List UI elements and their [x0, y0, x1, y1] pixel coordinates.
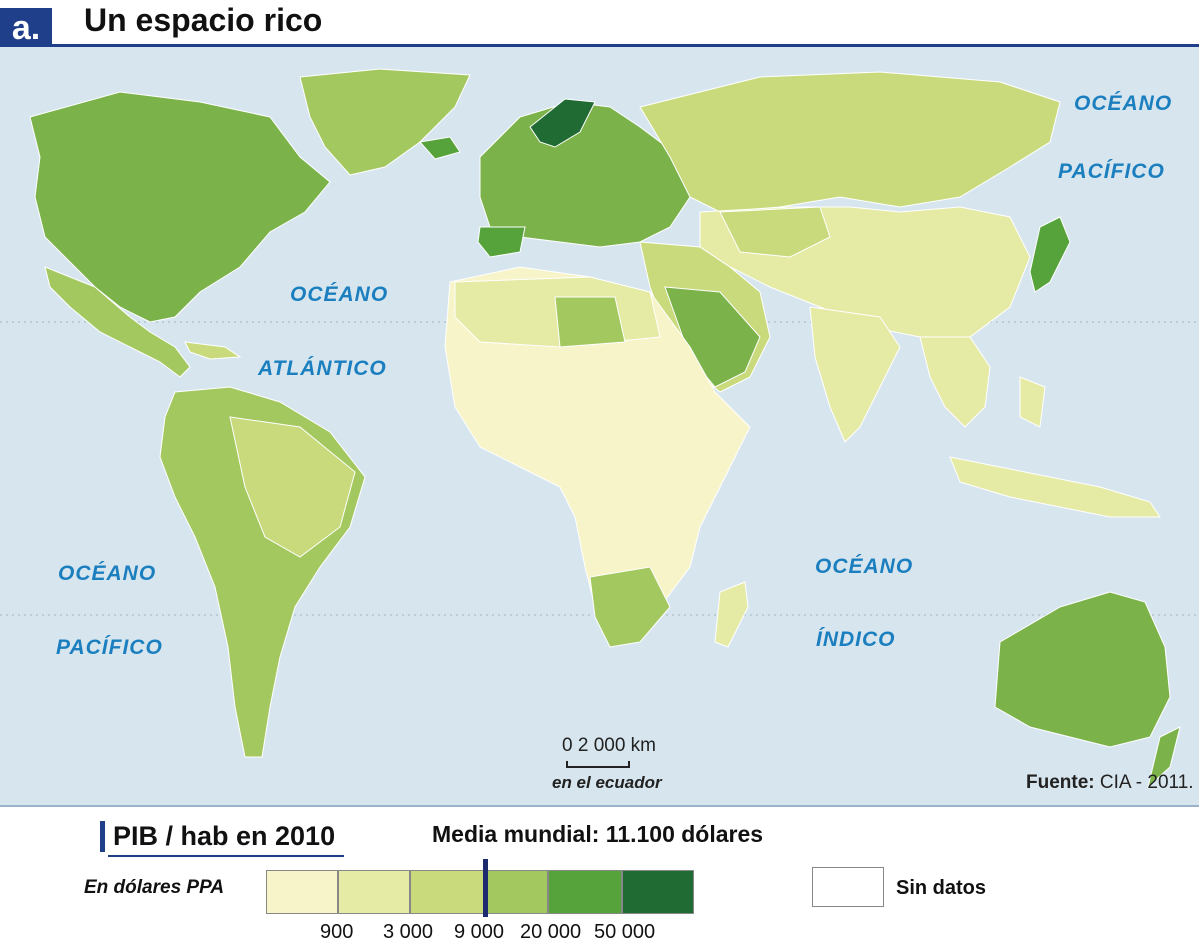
north-america — [29, 91, 331, 323]
source-value: CIA - 2011. — [1099, 772, 1194, 793]
scale-bar: 0 2 000 km en el ecuador — [548, 735, 688, 795]
caribbean — [184, 341, 242, 360]
legend: PIB / hab en 2010 Media mundial: 11.100 … — [0, 805, 1199, 945]
scale-note: en el ecuador — [552, 773, 662, 792]
ocean-label-pacific-sw: OCÉANO — [58, 562, 157, 585]
world-map — [0, 47, 1199, 805]
legend-swatch-4 — [484, 870, 548, 914]
japan — [1029, 216, 1071, 293]
ocean-label-atlantic-2: ATLÁNTICO — [258, 357, 387, 380]
scale-bar-line — [566, 761, 630, 768]
ocean-label-pacific-ne: OCÉANO — [1074, 92, 1173, 115]
iberia — [477, 226, 526, 258]
legend-swatch-3 — [410, 870, 484, 914]
legend-tick-5: 50 000 — [594, 921, 656, 943]
russia — [639, 71, 1061, 213]
nodata-label: Sin datos — [896, 877, 987, 899]
legend-swatch-6 — [622, 870, 694, 914]
legend-swatch-2 — [338, 870, 410, 914]
source-credit: Fuente: CIA - 2011. — [1026, 772, 1194, 794]
ocean-label-indian: OCÉANO — [815, 555, 914, 578]
indonesia — [949, 456, 1161, 518]
scandinavia — [529, 98, 596, 148]
legend-swatch-5 — [548, 870, 622, 914]
world-average: Media mundial: 11.100 dólares — [432, 821, 764, 847]
legend-unit: En dólares PPA — [84, 877, 225, 898]
madagascar — [714, 581, 749, 648]
legend-title: PIB / hab en 2010 — [100, 821, 335, 852]
map-title: Un espacio rico — [84, 2, 323, 38]
new-zealand — [1147, 726, 1181, 789]
kazakhstan — [719, 206, 831, 258]
greenland — [299, 68, 471, 176]
southeast-asia — [919, 336, 991, 428]
legend-tick-1: 900 — [320, 921, 354, 943]
nodata-swatch — [812, 867, 884, 907]
ocean-label-atlantic: OCÉANO — [290, 283, 389, 306]
iceland — [419, 136, 461, 160]
ocean-label-pacific-ne-2: PACÍFICO — [1058, 160, 1165, 183]
header-rule — [52, 44, 1199, 47]
legend-tick-2: 3 000 — [383, 921, 434, 943]
central-america — [44, 266, 191, 378]
ocean-label-indian-2: ÍNDICO — [816, 628, 896, 651]
section-badge: a. — [0, 8, 52, 48]
world-average-marker — [483, 859, 488, 917]
legend-swatch-1 — [266, 870, 338, 914]
source-label: Fuente: — [1026, 772, 1095, 793]
legend-tick-3: 9 000 — [454, 921, 505, 943]
south-america-east — [229, 416, 356, 558]
header: a. Un espacio rico — [0, 0, 1199, 48]
legend-title-rule — [108, 855, 344, 857]
ocean-label-pacific-sw-2: PACÍFICO — [56, 636, 163, 659]
legend-tick-4: 20 000 — [520, 921, 582, 943]
scale-numbers: 0 2 000 km — [562, 735, 656, 756]
southern-africa — [589, 566, 671, 648]
australia — [994, 591, 1171, 748]
libya — [554, 296, 626, 348]
india — [809, 306, 901, 443]
philippines — [1019, 376, 1046, 428]
